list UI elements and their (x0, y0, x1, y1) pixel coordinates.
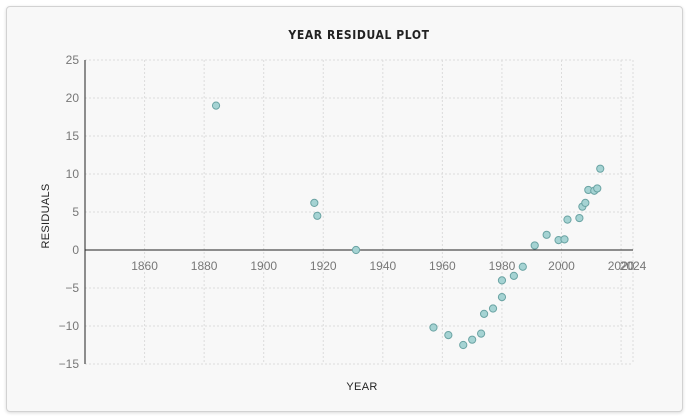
data-point (509, 271, 518, 280)
tick-labels: 25 20 15 10 5 0 −5 −10 −15 1860 1880 1900 1920 1940 19… (59, 53, 647, 371)
data-point (444, 331, 453, 340)
x-tick-label: 1880 (191, 259, 218, 273)
x-tick-label: 1940 (369, 259, 396, 273)
y-axis-label: RESIDUALS (40, 183, 52, 248)
y-tick-label: −15 (59, 357, 80, 371)
y-tick-label: 10 (66, 167, 80, 181)
y-tick-label: 0 (72, 243, 79, 257)
x-tick-label: 2000 (548, 259, 575, 273)
data-point (581, 198, 590, 207)
x-axis-label: YEAR (346, 381, 377, 393)
y-tick-label: 20 (66, 91, 80, 105)
y-tick-label: 5 (72, 205, 79, 219)
y-tick-label: −10 (59, 319, 80, 333)
y-tick-label: 25 (66, 53, 80, 67)
data-point (593, 184, 602, 193)
data-point (518, 262, 527, 271)
data-point (497, 276, 507, 285)
data-point (530, 241, 539, 250)
y-tick-label: −5 (65, 281, 79, 295)
x-tick-label: 1980 (489, 259, 516, 273)
data-point (211, 101, 221, 110)
data-point (542, 230, 551, 239)
chart-card (6, 6, 683, 412)
x-tick-label: 2024 (620, 259, 647, 273)
x-tick-label: 1960 (429, 259, 456, 273)
data-point (497, 293, 507, 302)
data-point (563, 215, 572, 224)
data-point (459, 340, 468, 350)
data-point (468, 335, 477, 344)
data-points (211, 101, 605, 350)
data-point (560, 235, 569, 244)
data-point (429, 323, 438, 332)
data-point (596, 164, 605, 173)
x-tick-label: 1920 (310, 259, 337, 273)
data-point (575, 213, 584, 223)
data-point (313, 211, 322, 220)
y-tick-label: 15 (66, 129, 80, 143)
x-tick-label: 1860 (131, 259, 158, 273)
chart-title: YEAR RESIDUAL PLOT (287, 28, 429, 42)
data-point (351, 245, 361, 255)
data-point (479, 309, 489, 318)
grid-lines (85, 59, 634, 365)
data-point (488, 304, 498, 313)
data-point (310, 198, 319, 207)
x-tick-label: 1900 (250, 259, 277, 273)
data-point (477, 329, 486, 338)
x-tick-label: 2020 (608, 259, 635, 273)
